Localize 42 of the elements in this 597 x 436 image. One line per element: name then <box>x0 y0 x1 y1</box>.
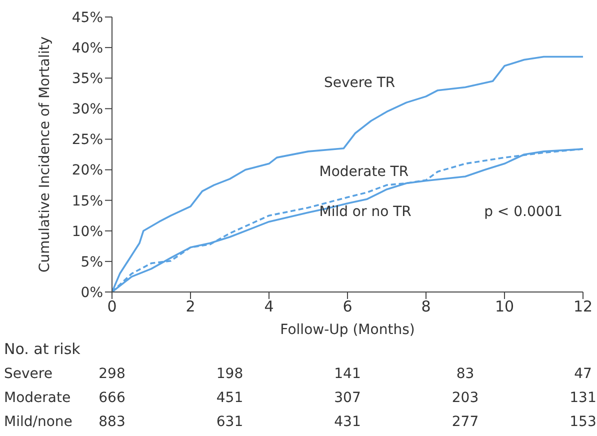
text: 153 <box>568 414 597 430</box>
y-tick-label: 40% <box>72 40 103 57</box>
y-tick-label: 15% <box>72 193 103 210</box>
text: No. at risk <box>4 340 80 358</box>
y-tick-label: 35% <box>72 71 103 88</box>
text: 277 <box>450 414 480 430</box>
text: 298 <box>98 366 126 382</box>
y-tick-label: 30% <box>72 102 103 118</box>
text: 883 <box>98 414 126 430</box>
text: Severe <box>4 366 52 382</box>
x-tick-label: 6 <box>342 298 352 316</box>
series-label: Severe TR <box>324 74 396 91</box>
x-tick-label: 12 <box>573 298 593 316</box>
text: 666 <box>98 390 126 406</box>
y-tick-label: 0% <box>80 284 103 301</box>
text: 307 <box>333 390 362 406</box>
text: 47 <box>573 366 593 382</box>
y-tick-label: 45% <box>72 10 103 26</box>
text: 131 <box>568 390 597 406</box>
text: 631 <box>215 414 244 430</box>
text: Moderate <box>4 390 71 406</box>
y-tick-label: 5% <box>80 254 103 270</box>
text: 203 <box>450 390 480 406</box>
y-tick-label: 25% <box>72 132 103 148</box>
x-tick-label: 10 <box>494 298 514 316</box>
x-tick-label: 8 <box>421 298 431 316</box>
x-tick-label: 4 <box>264 298 274 316</box>
series-label: Mild or no TR <box>319 204 412 220</box>
x-tick-label: 2 <box>186 298 196 316</box>
text: 451 <box>215 390 244 406</box>
y-axis-title: Cumulative Incidence of Mortality <box>36 36 53 273</box>
text: Mild/none <box>4 414 72 430</box>
x-axis-title: Follow-Up (Months) <box>279 322 416 338</box>
series-label: Moderate TR <box>319 164 409 180</box>
text: 198 <box>215 366 244 382</box>
text: 83 <box>455 366 476 382</box>
x-tick-label: 0 <box>107 298 117 316</box>
text: 141 <box>333 366 362 382</box>
y-tick-label: 10% <box>72 224 103 240</box>
y-tick-label: 20% <box>72 162 103 179</box>
text: 431 <box>333 414 362 430</box>
annotation: p < 0.0001 <box>484 204 563 220</box>
